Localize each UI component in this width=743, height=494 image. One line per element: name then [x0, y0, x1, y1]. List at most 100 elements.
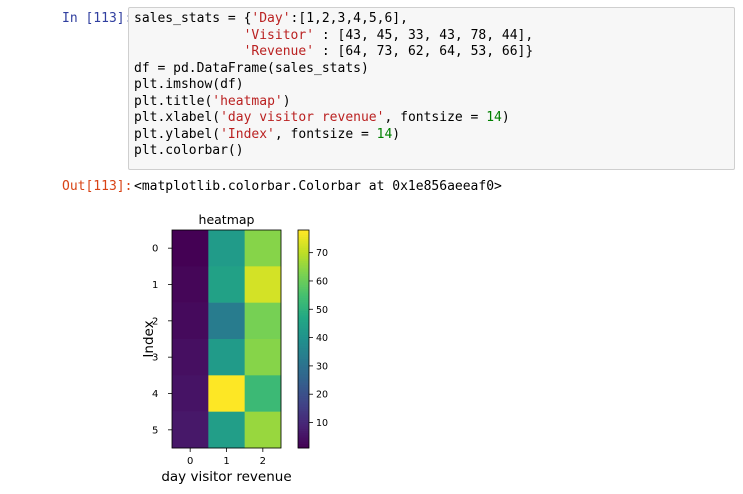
code-token [134, 28, 244, 43]
code-token: plt.colorbar() [134, 143, 244, 158]
colorbar-segment [298, 299, 309, 303]
heatmap-cell [208, 230, 245, 267]
code-token: ) [282, 93, 291, 109]
colorbar-segment [298, 384, 309, 388]
x-axis-label: day visitor revenue [161, 469, 291, 485]
code-token: plt.imshow(df) [134, 77, 244, 92]
code-cell[interactable]: sales_stats = {'Day':[1,2,3,4,5,6], 'Vis… [128, 7, 735, 170]
colorbar-segment [298, 410, 309, 414]
colorbar-segment [298, 391, 309, 394]
colorbar-segment [298, 437, 309, 440]
heatmap-cell [244, 302, 282, 340]
colorbar-segment [298, 347, 309, 351]
colorbar-tick-label: 70 [316, 248, 328, 259]
colorbar-segment [298, 236, 309, 240]
colorbar-tick-label: 60 [316, 276, 328, 287]
colorbar-segment [298, 264, 309, 268]
colorbar-segment [298, 295, 309, 298]
colorbar-segment [298, 310, 309, 314]
colorbar-segment [298, 308, 309, 312]
chart-title: heatmap [199, 212, 255, 227]
code-token: 14 [486, 110, 502, 125]
colorbar-segment [298, 301, 309, 305]
colorbar-segment [298, 408, 309, 412]
output-prompt: Out[113]: [62, 179, 133, 194]
colorbar-segment [298, 362, 309, 366]
code-token: 'Revenue' [243, 44, 315, 59]
colorbar-segment [298, 315, 309, 318]
colorbar-segment [298, 428, 309, 431]
colorbar-segment [298, 430, 309, 434]
code-token: plt.title( [134, 93, 213, 109]
y-tick-label: 1 [152, 280, 158, 291]
colorbar-segment [298, 341, 309, 344]
heatmap-cell [208, 339, 245, 376]
heatmap-cell [172, 302, 209, 340]
colorbar-segment [298, 365, 309, 368]
code-token: 'Visitor' [243, 27, 315, 43]
x-tick-label: 1 [223, 456, 229, 467]
code-editor[interactable]: sales_stats = {'Day':[1,2,3,4,5,6], 'Vis… [134, 11, 533, 160]
code-token [134, 44, 244, 59]
colorbar-segment [298, 426, 309, 429]
heatmap-cell [172, 375, 209, 412]
colorbar-segment [298, 421, 309, 425]
colorbar-segment [298, 386, 309, 390]
colorbar-tick-label: 20 [316, 390, 328, 401]
heatmap-cell [208, 266, 245, 303]
colorbar-segment [298, 232, 309, 235]
colorbar-segment [298, 297, 309, 301]
colorbar-segment [298, 330, 309, 333]
colorbar-segment [298, 445, 309, 449]
y-tick-label: 0 [152, 244, 158, 255]
colorbar-segment [298, 282, 309, 285]
colorbar-segment [298, 249, 309, 253]
colorbar-segment [298, 345, 309, 349]
code-token: ) [392, 126, 401, 142]
heatmap-cell [244, 339, 282, 376]
colorbar-segment [298, 434, 309, 438]
heatmap-cell [172, 266, 209, 303]
colorbar-segment [298, 404, 309, 407]
colorbar-segment [298, 397, 309, 401]
colorbar-segment [298, 354, 309, 357]
colorbar-segment [298, 317, 309, 320]
colorbar-segment [298, 238, 309, 242]
colorbar-segment [298, 352, 309, 355]
colorbar-segment [298, 395, 309, 399]
colorbar-segment [298, 258, 309, 261]
y-tick-label: 5 [152, 425, 158, 436]
colorbar-segment [298, 400, 309, 403]
colorbar-segment [298, 349, 309, 353]
colorbar-segment [298, 267, 309, 270]
heatmap-cell [244, 230, 282, 267]
x-tick-label: 0 [187, 456, 193, 467]
x-tick-label: 2 [260, 456, 266, 467]
colorbar-segment [298, 356, 309, 360]
colorbar-segment [298, 321, 309, 325]
code-token: : [43, 45, 33, 43, 78, 44], [314, 27, 534, 43]
code-token: : [64, 73, 62, 64, 53, 66]} [314, 44, 534, 59]
colorbar-segment [298, 419, 309, 423]
heatmap-cell [244, 411, 282, 449]
colorbar-segment [298, 343, 309, 346]
colorbar-tick-label: 40 [316, 333, 328, 344]
y-tick-label: 3 [152, 353, 158, 364]
colorbar-segment [298, 402, 309, 405]
colorbar-segment [298, 245, 309, 248]
colorbar-segment [298, 336, 309, 340]
colorbar-segment [298, 373, 309, 377]
colorbar-segment [298, 280, 309, 283]
code-token: df = pd.DataFrame(sales_stats) [134, 60, 369, 76]
colorbar-segment [298, 432, 309, 436]
colorbar-frame [297, 229, 310, 449]
code-token: plt.xlabel( [134, 110, 221, 125]
colorbar-segment [298, 234, 309, 237]
code-token: , fontsize = [384, 110, 487, 125]
colorbar-segment [298, 413, 309, 416]
colorbar-segment [298, 424, 309, 427]
colorbar-segment [298, 304, 309, 307]
colorbar-segment [298, 323, 309, 327]
colorbar-segment [298, 291, 309, 294]
code-token: 'heatmap' [212, 93, 283, 109]
